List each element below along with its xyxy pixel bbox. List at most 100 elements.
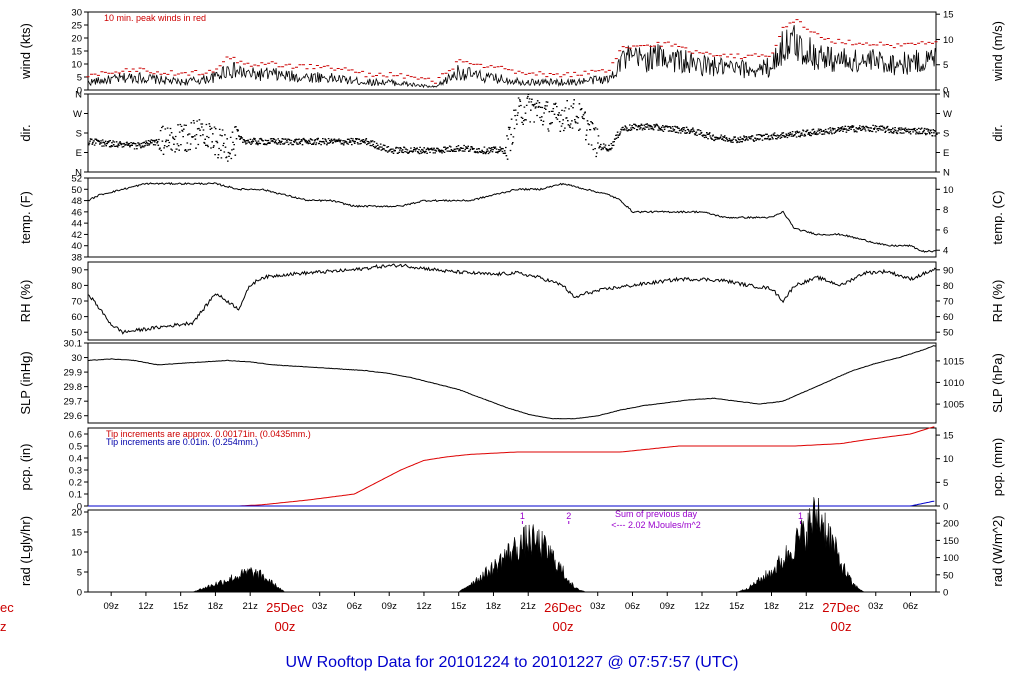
y-right-tick-label: 15 (943, 10, 954, 21)
y-axis-label: SLP (inHg) (18, 351, 33, 414)
day-marker-label: 1 (520, 511, 525, 521)
wind-plot (86, 19, 938, 89)
y-tick-label: 20 (71, 508, 82, 519)
panel-frame (87, 11, 937, 91)
x-tick-label: 09z (660, 601, 676, 612)
y-tick-label: 15 (71, 528, 82, 539)
y-right-tick-label: 150 (943, 536, 959, 547)
day-label-hour: 00z (274, 619, 295, 634)
y-right-tick-label: 60 (943, 312, 954, 323)
y-axis-label: rad (Lgly/hr) (18, 516, 33, 586)
peak-winds-note: 10 min. peak winds in red (104, 13, 206, 23)
y-axis-label: dir. (18, 124, 33, 141)
y-right-tick-label: 70 (943, 297, 954, 308)
y-tick-label: E (76, 148, 82, 159)
y-right-tick-label: 0 (943, 502, 948, 513)
x-tick-label: 06z (903, 601, 919, 612)
y-tick-label: 30 (71, 353, 82, 364)
y-right-tick-label: W (943, 109, 952, 120)
y-tick-label: 25 (71, 21, 82, 32)
rad-plot (88, 497, 936, 593)
slp-series-line (88, 345, 936, 420)
y-tick-label: 29.9 (64, 368, 83, 379)
radiation-annotation: Sum of previous day (615, 509, 698, 519)
left-edge-day-date: ec (0, 600, 14, 615)
left-edge-day-hour: z (0, 619, 7, 634)
wind-series-line (87, 25, 937, 89)
day-label-date: 25Dec (266, 600, 304, 615)
y-axis-label: temp. (F) (18, 191, 33, 244)
x-tick-label: 12z (416, 601, 432, 612)
x-tick-label: 03z (868, 601, 884, 612)
y-tick-label: 0 (77, 86, 82, 97)
y-tick-label: 29.7 (64, 397, 83, 408)
precip-legend-entry: Tip increments are 0.01in. (0.254mm.) (106, 437, 258, 447)
y-right-tick-label: 10 (943, 454, 954, 465)
y-axis-label-right: wind (m/s) (990, 21, 1005, 82)
radiation-area (88, 497, 936, 593)
y-tick-label: 30.1 (64, 339, 83, 350)
y-right-tick-label: 10 (943, 185, 954, 196)
y-right-tick-label: 6 (943, 225, 948, 236)
x-tick-label: 09z (104, 601, 120, 612)
y-tick-label: 29.8 (64, 382, 83, 393)
dir-plot (88, 93, 938, 162)
panel-slp: 29.6 29.7 29.8 29.9 30 30.1 1005 1010 1015 SLP (i… (18, 339, 1005, 424)
y-tick-label: 50 (71, 185, 82, 196)
y-right-tick-label: 90 (943, 265, 954, 276)
x-axis: 09z 12z 15z 18z 21z 03z 06z 09z 12z 15z 18z 21z 03z 0… (0, 592, 918, 634)
day-label-hour: 00z (831, 619, 852, 634)
day-marker-label: 2 (566, 511, 571, 521)
y-tick-label: 48 (71, 196, 82, 207)
x-tick-label: 12z (138, 601, 154, 612)
y-right-tick-label: 100 (943, 553, 959, 564)
day-marker-label: 1 (798, 511, 803, 521)
y-tick-label: N (75, 90, 82, 101)
y-right-tick-label: 8 (943, 205, 948, 216)
y-tick-label: 10 (71, 548, 82, 559)
panel-rh: 50 60 70 80 90 50 60 70 80 90 RH (%) RH (%) (18, 261, 1005, 341)
y-right-tick-label: 50 (943, 328, 954, 339)
x-tick-label: 18z (764, 601, 780, 612)
temp-series-line (87, 181, 937, 253)
y-axis-label: pcp. (in) (18, 444, 33, 491)
y-tick-label: N (75, 168, 82, 179)
y-right-tick-label: 1010 (943, 378, 964, 389)
temp-plot (87, 181, 937, 253)
day-label-hour: 00z (552, 619, 573, 634)
y-tick-label: 42 (71, 230, 82, 241)
y-tick-label: 0.4 (69, 454, 82, 465)
y-right-tick-label: 5 (943, 478, 948, 489)
y-axis-label-right: pcp. (mm) (990, 438, 1005, 497)
wind-peak-marks (86, 19, 938, 84)
x-tick-label: 15z (729, 601, 745, 612)
x-tick-label: 03z (312, 601, 328, 612)
y-tick-label: 30 (71, 8, 82, 19)
y-tick-label: 5 (77, 73, 82, 84)
y-axis-label-right: SLP (hPa) (990, 353, 1005, 413)
y-tick-label: 44 (71, 219, 82, 230)
y-tick-label: 5 (77, 568, 82, 579)
rh-series-line (87, 263, 937, 335)
y-tick-label: 80 (71, 281, 82, 292)
y-axis-label: RH (%) (18, 280, 33, 323)
x-tick-label: 09z (382, 601, 398, 612)
chart-title: UW Rooftop Data for 20101224 to 20101227… (286, 654, 739, 671)
x-tick-label: 03z (590, 601, 606, 612)
y-right-tick-label: 200 (943, 519, 959, 530)
y-right-tick-label: 0 (943, 588, 948, 599)
y-tick-label: 0.6 (69, 430, 82, 441)
y-tick-label: 70 (71, 297, 82, 308)
y-tick-label: 20 (71, 34, 82, 45)
y-tick-label: 46 (71, 207, 82, 218)
y-tick-label: W (73, 109, 82, 120)
panel-frame (87, 177, 937, 258)
y-tick-label: 0.3 (69, 466, 82, 477)
y-right-tick-label: 80 (943, 281, 954, 292)
y-right-tick-label: 50 (943, 570, 954, 581)
y-right-tick-label: 1015 (943, 356, 964, 367)
